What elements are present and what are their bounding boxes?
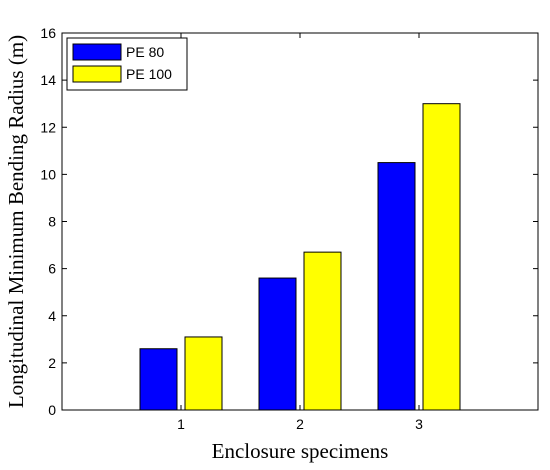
y-tick-label: 6: [48, 261, 56, 277]
bars-layer: [139, 103, 461, 411]
x-axis-title: Enclosure specimens: [212, 439, 389, 463]
legend-label-pe-100: PE 100: [126, 66, 172, 82]
bar-pe-100-3: [422, 103, 461, 411]
y-tick-label: 0: [48, 402, 56, 418]
y-tick-label: 14: [40, 72, 56, 88]
y-tick-label: 12: [40, 119, 56, 135]
x-tick-label: 1: [177, 416, 185, 432]
y-tick-label: 4: [48, 308, 56, 324]
legend-swatch-pe-80: [72, 43, 122, 61]
legend-label-pe-80: PE 80: [126, 44, 164, 60]
x-tick-label: 3: [415, 416, 423, 432]
bar-pe-80-3: [377, 162, 416, 411]
y-tick-label: 10: [40, 166, 56, 182]
bar-pe-80-1: [139, 348, 178, 411]
y-tick-label: 16: [40, 25, 56, 41]
bar-pe-80-2: [258, 277, 297, 411]
y-tick-label: 2: [48, 355, 56, 371]
y-tick-label: 8: [48, 214, 56, 230]
bar-pe-100-2: [303, 251, 342, 411]
x-tick-label: 2: [296, 416, 304, 432]
bar-pe-100-1: [184, 336, 223, 411]
legend: PE 80 PE 100: [66, 37, 188, 91]
y-axis-title: Longitudinal Minimum Bending Radius (m): [4, 35, 28, 408]
legend-swatch-pe-100: [72, 65, 122, 83]
